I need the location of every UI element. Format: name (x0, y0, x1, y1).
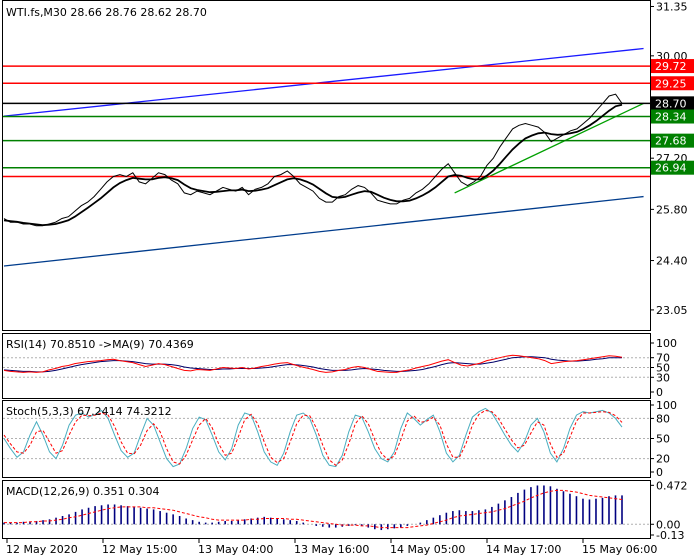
macd-title: MACD(12,26,9) 0.351 0.304 (6, 485, 160, 498)
rsi-title: RSI(14) 70.8510 ->MA(9) 70.4369 (6, 338, 194, 351)
price-axis-label: 31.35 (656, 0, 688, 13)
price-chart-title: WTI.fs,M30 28.66 28.76 28.62 28.70 (6, 6, 207, 19)
rsi-panel-frame (2, 333, 651, 399)
macd-axis-label: 0.472 (656, 479, 688, 492)
price-level-label: 26.94 (655, 162, 687, 175)
price-axis-label: 24.40 (656, 255, 688, 268)
time-axis-label: 12 May 2020 (6, 543, 78, 556)
rsi-ma-line (3, 356, 622, 373)
stoch-axis-label: 80 (656, 412, 670, 425)
price-line (3, 93, 623, 227)
macd-axis-label: -0.13 (656, 529, 684, 542)
rsi-axis-label: 70 (656, 352, 670, 365)
stoch-title: Stoch(5,3,3) 67.2414 74.3212 (6, 405, 172, 418)
time-axis-label: 13 May 04:00 (198, 543, 273, 556)
price-level-tag (651, 76, 694, 91)
price-panel: 31.3530.0027.2025.8024.4023.0529.7229.25… (3, 0, 694, 317)
moving-average-line (3, 103, 623, 227)
macd-signal-line (4, 489, 623, 529)
rsi-axis-label: 0 (656, 386, 663, 399)
price-level-tag (651, 133, 694, 148)
price-panel-frame (2, 0, 651, 331)
time-axis-label: 15 May 06:00 (582, 543, 657, 556)
stoch-axis-label: 20 (656, 453, 670, 466)
time-axis-label: 14 May 17:00 (486, 543, 561, 556)
stoch-axis-label: 50 (656, 433, 670, 446)
price-level-tag (651, 109, 694, 124)
price-axis-label: 23.05 (656, 304, 688, 317)
macd-axis-label: 0.00 (656, 518, 681, 531)
stoch-main-line (3, 407, 623, 468)
time-axis-label: 12 May 15:00 (102, 543, 177, 556)
time-axis-label: 13 May 16:00 (294, 543, 369, 556)
price-level-label: 29.25 (655, 77, 687, 90)
stoch-axis-label: 100 (656, 399, 677, 412)
price-level-label: 27.68 (655, 135, 687, 148)
trend-line (454, 102, 644, 194)
price-level-tag (651, 160, 694, 175)
price-level-label: 28.70 (655, 97, 687, 110)
price-axis-label: 25.80 (656, 203, 688, 216)
macd-panel-frame (2, 480, 651, 539)
stoch-axis-label: 0 (656, 466, 663, 479)
rsi-axis-label: 100 (656, 337, 677, 350)
macd-panel: 0.472 0.00-0.13 (3, 479, 688, 542)
price-level-label: 28.34 (655, 111, 687, 124)
stoch-signal-line (3, 409, 623, 466)
rsi-line (3, 354, 623, 373)
price-level-tag (651, 96, 694, 111)
rsi-axis-label: 30 (656, 371, 670, 384)
trend-line (3, 195, 644, 267)
price-level-label: 29.72 (655, 60, 687, 73)
time-axis: 12 May 2020 12 May 15:00 13 May 04:00 13 Ma… (6, 539, 657, 556)
time-axis-label: 14 May 05:00 (390, 543, 465, 556)
price-level-tag (651, 59, 694, 74)
trend-line (3, 47, 644, 117)
rsi-axis-label: 50 (656, 362, 670, 375)
